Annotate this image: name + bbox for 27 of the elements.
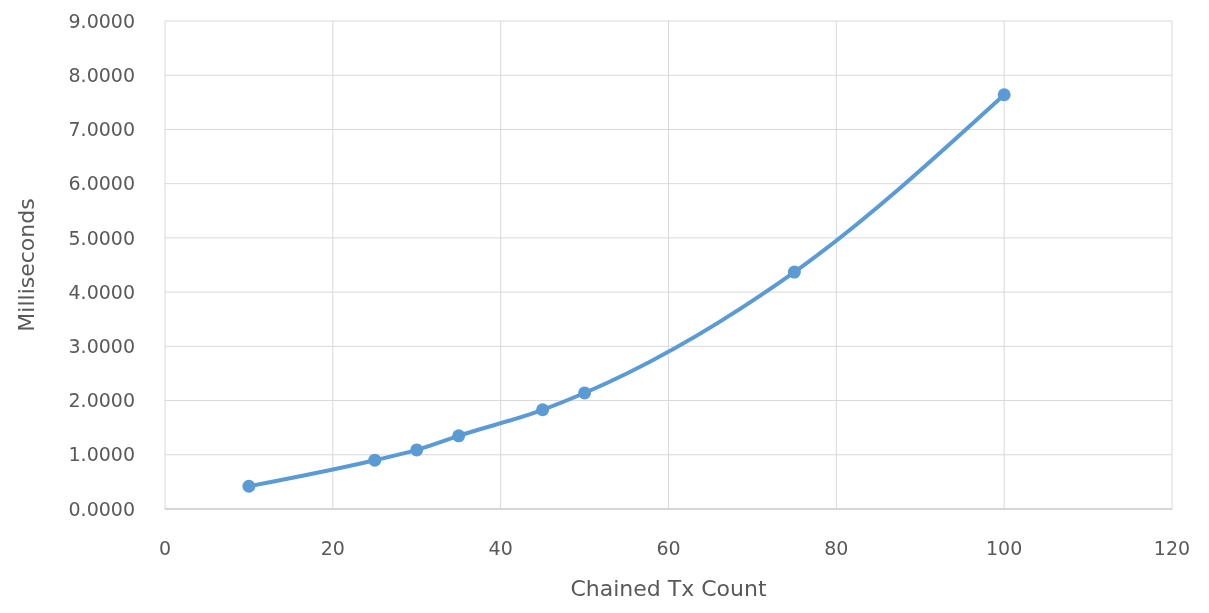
x-tick-label: 80 [824, 536, 849, 559]
point [787, 265, 801, 279]
point [368, 453, 382, 467]
y-tick-label: 2.0000 [68, 389, 135, 412]
y-tick-label: 0.0000 [68, 497, 135, 520]
y-tick-label: 4.0000 [68, 280, 135, 303]
x-tick-label: 60 [656, 536, 681, 559]
x-tick-label: 100 [986, 536, 1023, 559]
x-axis-title: Chained Tx Count [570, 576, 767, 601]
point [997, 88, 1011, 102]
y-tick-label: 6.0000 [68, 172, 135, 195]
point [578, 386, 592, 400]
y-tick-label: 5.0000 [68, 226, 135, 249]
point [410, 443, 424, 457]
point [536, 403, 550, 417]
y-tick-label: 3.0000 [68, 334, 135, 357]
x-tick-label: 120 [1153, 536, 1191, 559]
point [452, 429, 466, 443]
point [242, 479, 256, 493]
y-tick-label: 7.0000 [68, 118, 135, 141]
y-tick-label: 8.0000 [68, 63, 135, 86]
x-tick-label: 20 [320, 536, 345, 559]
x-tick-label: 40 [488, 536, 513, 559]
y-axis-title: Milliseconds [14, 198, 39, 332]
y-tick-label: 9.0000 [68, 9, 135, 32]
x-tick-label: 0 [158, 536, 172, 559]
y-tick-label: 1.0000 [68, 443, 135, 466]
